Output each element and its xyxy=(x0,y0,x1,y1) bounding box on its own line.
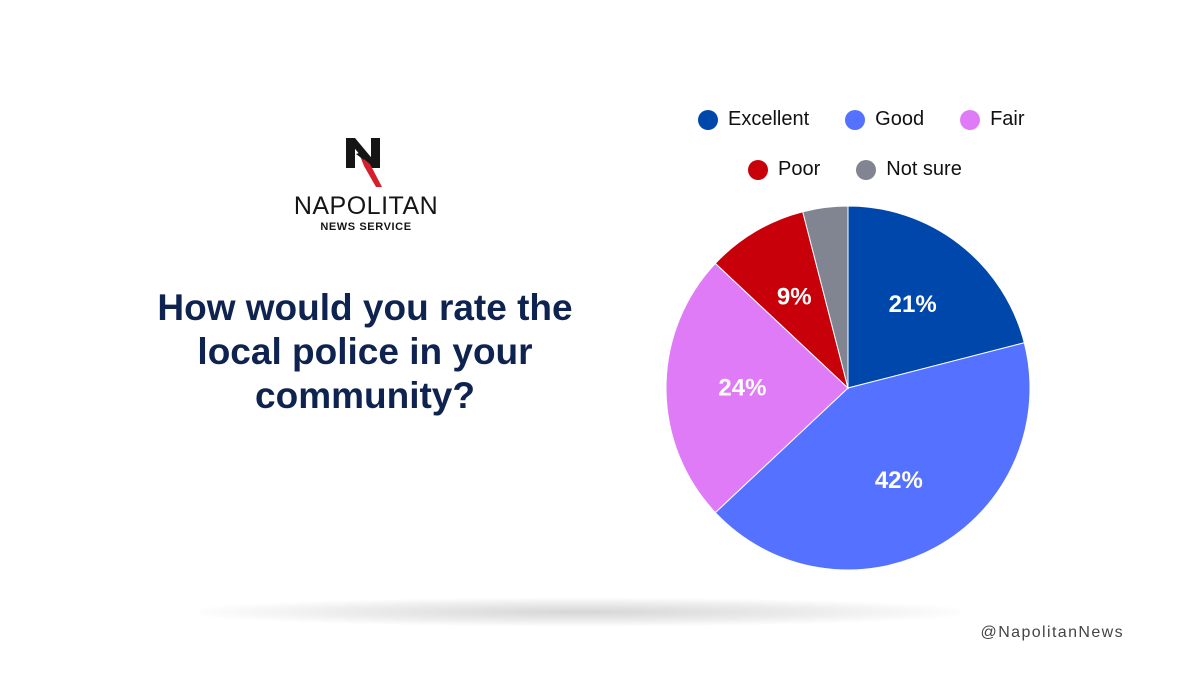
legend-item-poor: Poor xyxy=(748,158,820,181)
legend-swatch xyxy=(960,109,981,130)
pie-label-poor: 9% xyxy=(777,284,812,311)
legend-swatch xyxy=(845,109,866,130)
social-handle: @NapolitanNews xyxy=(980,624,1124,641)
legend-item-not-sure: Not sure xyxy=(856,158,962,181)
legend-row-2: Poor Not sure xyxy=(748,158,962,181)
legend-swatch xyxy=(748,159,768,180)
legend-item-fair: Fair xyxy=(960,108,1025,131)
legend-label: Fair xyxy=(990,108,1025,130)
legend-swatch xyxy=(698,109,718,130)
card-shadow xyxy=(200,598,960,626)
legend-label: Excellent xyxy=(728,108,810,130)
brand-logo: NAPOLITAN NEWS SERVICE xyxy=(286,138,446,238)
pie-label-good: 42% xyxy=(875,467,923,494)
legend-swatch xyxy=(856,159,877,180)
legend-row-1: Excellent Good Fair xyxy=(698,108,1025,131)
napolitan-n-logo-icon xyxy=(346,138,382,187)
pie-chart: 21% 42% 24% 9% xyxy=(665,205,1031,571)
pie-slice-good xyxy=(714,342,1031,571)
legend-label: Good xyxy=(875,108,925,130)
legend-item-excellent: Excellent xyxy=(698,108,809,131)
pie-slice-not-sure xyxy=(802,205,849,389)
pie-slice-fair xyxy=(665,262,849,514)
pie-label-fair: 24% xyxy=(718,375,766,402)
chart-title: How would you rate the local police in y… xyxy=(157,287,573,416)
legend-item-good: Good xyxy=(845,108,924,131)
pie-slice-excellent xyxy=(847,205,1025,389)
brand-subtitle: NEWS SERVICE xyxy=(320,221,412,233)
legend-label: Poor xyxy=(778,158,821,180)
brand-name: NAPOLITAN xyxy=(293,192,439,220)
pie-slice-poor xyxy=(714,211,849,390)
legend-label: Not sure xyxy=(886,158,962,180)
pie-label-excellent: 21% xyxy=(889,291,937,318)
